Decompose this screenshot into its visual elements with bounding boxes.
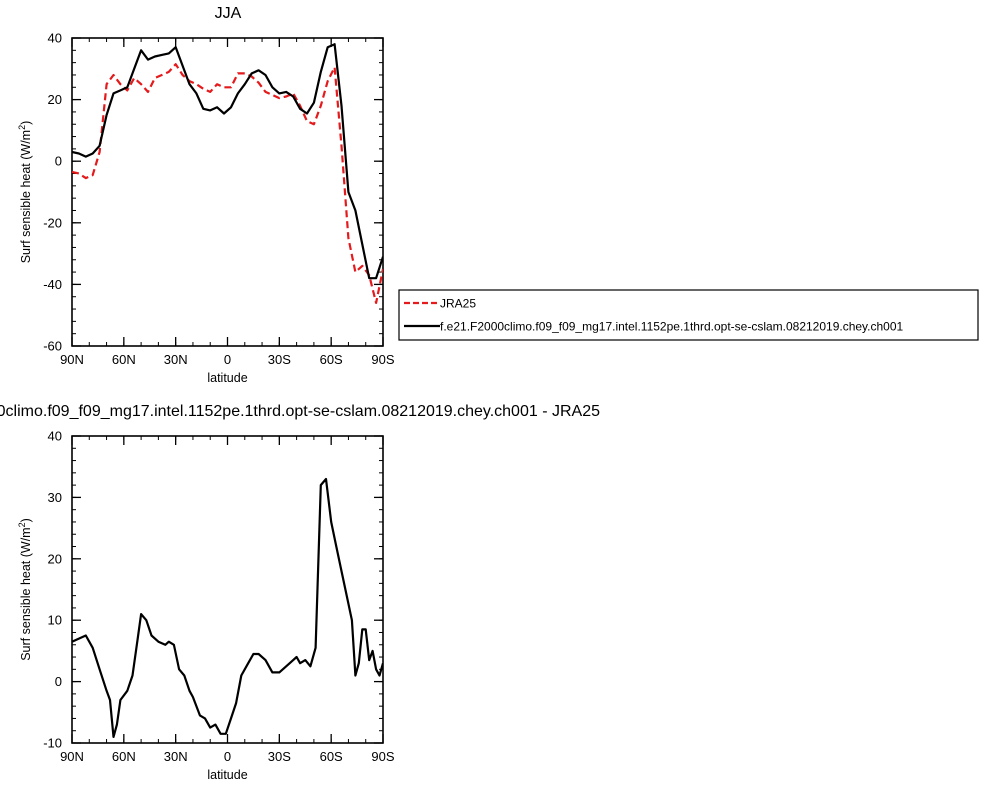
- x-tick-label: 0: [224, 352, 231, 367]
- chart-panel-2: f.e21.F2000climo.f09_f09_mg17.intel.1152…: [0, 403, 600, 782]
- x-tick-label: 30S: [268, 352, 291, 367]
- y-tick-label: 40: [48, 429, 62, 444]
- y-tick-label: 0: [55, 674, 62, 689]
- x-tick-label: 60S: [320, 352, 343, 367]
- y-axis-label: Surf sensible heat (W/m2): [17, 518, 33, 661]
- x-tick-label: 90S: [371, 749, 394, 764]
- chart-title: f.e21.F2000climo.f09_f09_mg17.intel.1152…: [0, 403, 600, 420]
- chart-title: JJA: [215, 5, 242, 22]
- x-tick-label: 30S: [268, 749, 291, 764]
- series-line-1: [72, 63, 383, 304]
- y-tick-label: 40: [48, 31, 62, 46]
- y-tick-label: -40: [43, 277, 62, 292]
- legend: JRA25 f.e21.F2000climo.f09_f09_mg17.intel…: [398, 289, 979, 341]
- series-line-1: [72, 477, 383, 739]
- y-tick-label: 10: [48, 613, 62, 628]
- x-axis-label: latitude: [207, 768, 247, 782]
- x-tick-label: 60N: [112, 749, 136, 764]
- legend-label-1: JRA25: [440, 297, 476, 311]
- legend-box: [398, 289, 979, 341]
- y-tick-label: -60: [43, 339, 62, 354]
- x-tick-label: 90S: [371, 352, 394, 367]
- x-tick-label: 0: [224, 749, 231, 764]
- y-tick-label: 30: [48, 490, 62, 505]
- y-axis-label: Surf sensible heat (W/m2): [17, 121, 33, 264]
- x-tick-label: 90N: [60, 352, 84, 367]
- x-tick-label: 30N: [164, 749, 188, 764]
- x-axis-label: latitude: [207, 371, 247, 385]
- y-tick-label: -10: [43, 736, 62, 751]
- y-tick-label: 20: [48, 92, 62, 107]
- chart-panel-1: JJA 90N 60N 30N 0 30S 60S 90S -60 -40 -20 0 20 40 lati…: [17, 5, 395, 385]
- y-tick-label: 20: [48, 551, 62, 566]
- x-tick-label: 30N: [164, 352, 188, 367]
- series-line-2: [72, 43, 383, 280]
- legend-label-2: f.e21.F2000climo.f09_f09_mg17.intel.1152…: [440, 320, 904, 334]
- x-tick-label: 90N: [60, 749, 84, 764]
- plot-frame: [71, 435, 384, 744]
- x-tick-label: 60S: [320, 749, 343, 764]
- y-tick-label: 0: [55, 154, 62, 169]
- x-tick-label: 60N: [112, 352, 136, 367]
- y-tick-label: -20: [43, 215, 62, 230]
